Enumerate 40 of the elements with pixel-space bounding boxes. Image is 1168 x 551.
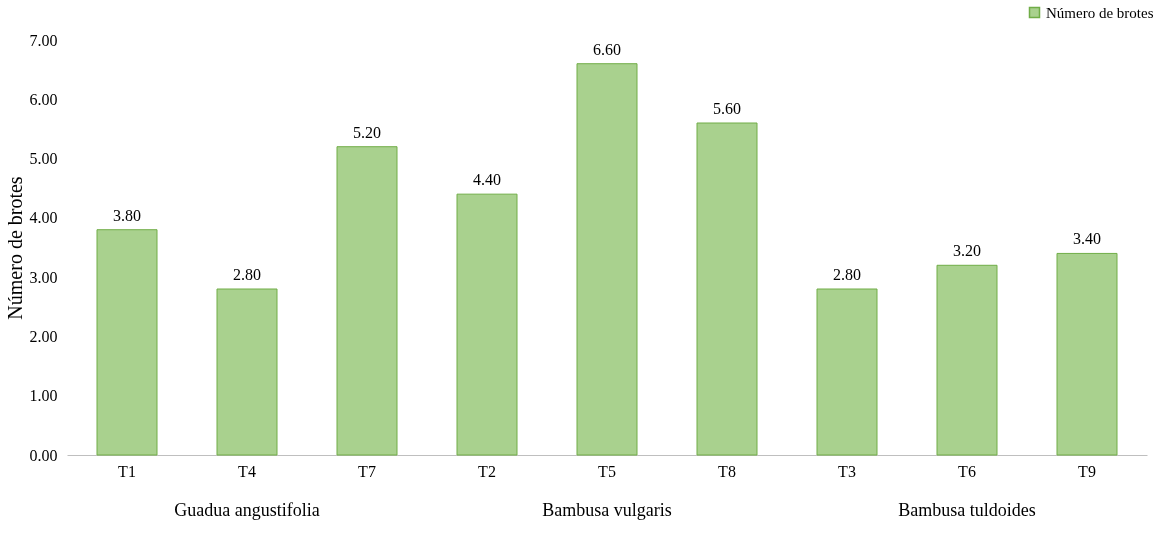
x-tick-label: T3 [838, 462, 856, 480]
bar [216, 288, 278, 456]
bar [96, 229, 158, 456]
text: 6.60 [593, 40, 621, 58]
bar [816, 288, 878, 456]
text: 5.20 [353, 123, 381, 141]
legend-label: Número de brotes [1046, 4, 1154, 21]
y-tick-label: 3.00 [29, 268, 58, 286]
bar [936, 264, 998, 456]
y-tick-label: 6.00 [29, 90, 58, 108]
x-tick-label: T1 [118, 462, 136, 480]
x-tick-label: T7 [358, 462, 376, 480]
text: 5.60 [713, 100, 741, 117]
x-tick-label: T5 [598, 462, 616, 480]
bar [456, 193, 518, 456]
x-tick-label: T9 [1078, 462, 1096, 480]
bar [1056, 252, 1118, 456]
text: 3.40 [1073, 230, 1101, 248]
x-tick-label: T2 [478, 462, 496, 480]
bar [696, 122, 758, 456]
y-axis-title: Número de brotes [3, 176, 26, 320]
x-tick-label: T6 [958, 462, 976, 480]
text: 4.40 [473, 171, 501, 189]
y-tick-label: 4.00 [29, 209, 58, 227]
text: 2.80 [833, 266, 861, 283]
y-tick-label: 2.00 [29, 327, 58, 345]
text: Bambusa vulgaris [542, 500, 672, 520]
text: 3.20 [953, 242, 981, 260]
x-tick-label: T8 [718, 462, 736, 480]
y-tick-label: 7.00 [29, 31, 58, 49]
y-tick-label: 0.00 [29, 446, 58, 464]
x-tick-label: T4 [238, 462, 256, 480]
text: 2.80 [233, 266, 261, 283]
text: Bambusa tuldoides [898, 500, 1036, 520]
bar [576, 63, 638, 456]
y-tick-label: 5.00 [29, 150, 58, 168]
text: 3.80 [113, 206, 141, 224]
text: Guadua angustifolia [174, 500, 320, 520]
y-tick-label: 1.00 [29, 387, 58, 405]
bar [336, 146, 398, 456]
